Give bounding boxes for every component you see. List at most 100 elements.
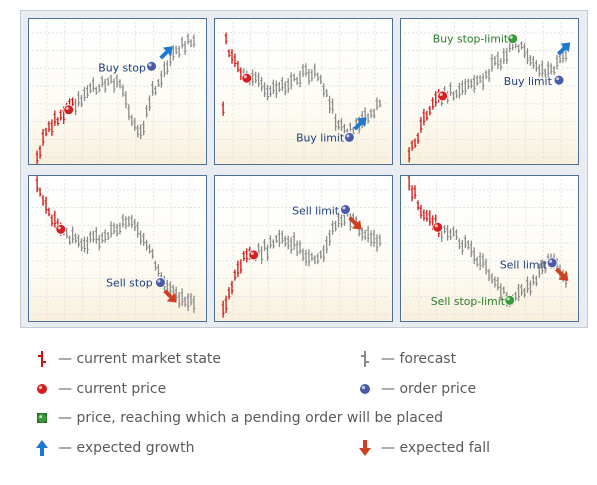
panel-buy-stop: Buy stop bbox=[28, 18, 207, 165]
current-price-dot bbox=[55, 223, 67, 235]
price-bar bbox=[499, 283, 503, 301]
price-bar bbox=[475, 256, 479, 267]
price-bar bbox=[251, 69, 255, 86]
price-bar bbox=[180, 288, 184, 307]
gray-bar-icon bbox=[355, 349, 377, 369]
legend-order-price: — order price bbox=[355, 379, 476, 399]
price-bar bbox=[148, 244, 152, 254]
price-bar bbox=[313, 255, 317, 265]
price-bar bbox=[328, 95, 332, 114]
price-bar bbox=[53, 110, 57, 126]
price-bar bbox=[38, 145, 42, 159]
price-bar bbox=[192, 34, 196, 48]
price-bar bbox=[145, 239, 149, 251]
price-bar bbox=[472, 247, 476, 264]
price-bar bbox=[115, 223, 119, 237]
price-bar bbox=[44, 196, 48, 214]
price-bar bbox=[156, 264, 160, 277]
price-bar bbox=[189, 293, 193, 306]
red-dot-icon bbox=[32, 379, 54, 399]
price-bar bbox=[325, 236, 329, 254]
price-bar bbox=[375, 234, 379, 252]
price-bar bbox=[263, 82, 267, 98]
price-bar bbox=[233, 53, 237, 68]
price-bar bbox=[280, 230, 284, 244]
price-bar bbox=[109, 221, 113, 238]
price-bar bbox=[319, 74, 323, 85]
price-bar bbox=[74, 233, 78, 244]
price-bar bbox=[85, 85, 89, 99]
price-bar bbox=[499, 58, 503, 71]
panel-buy-stop-chart: Buy stop bbox=[29, 19, 206, 164]
growth-arrow-icon bbox=[159, 46, 173, 60]
price-bar bbox=[410, 140, 414, 151]
price-bar bbox=[490, 273, 494, 284]
price-bar bbox=[289, 237, 293, 254]
order-price-dot bbox=[344, 132, 355, 143]
price-bar bbox=[236, 60, 240, 73]
price-bar bbox=[337, 212, 340, 228]
legend-label-order-price: — order price bbox=[381, 381, 477, 397]
price-bar bbox=[457, 82, 461, 99]
legend-label-forecast: — forecast bbox=[381, 351, 457, 367]
price-bar bbox=[230, 280, 234, 295]
price-bar bbox=[313, 63, 317, 78]
price-bar bbox=[528, 55, 532, 66]
price-bar bbox=[50, 119, 54, 136]
price-bar bbox=[82, 236, 86, 253]
order-label-buy-limit: Buy limit bbox=[296, 131, 344, 144]
price-bar bbox=[183, 41, 187, 55]
price-bar bbox=[428, 210, 432, 226]
legend-forecast: — forecast bbox=[355, 349, 456, 369]
fall-arrow-icon bbox=[555, 267, 569, 281]
order-label-sell-stop-limit: Sell stop-limit bbox=[431, 295, 505, 308]
price-bar bbox=[274, 80, 278, 99]
price-bar bbox=[463, 235, 467, 249]
panel-sell-stop: Sell stop bbox=[28, 175, 207, 322]
panel-buy-limit-chart: Buy limit bbox=[215, 19, 392, 164]
panel-buy-stop-limit: Buy stop-limit Buy limit bbox=[400, 18, 579, 165]
legend-market-state: — current market state bbox=[32, 349, 221, 369]
price-bar bbox=[115, 74, 119, 88]
price-bar bbox=[165, 60, 169, 75]
price-bar bbox=[177, 45, 181, 58]
price-bar bbox=[416, 132, 420, 144]
price-bar bbox=[460, 80, 464, 95]
order-price-dot bbox=[340, 204, 351, 215]
price-bar bbox=[71, 226, 75, 244]
order-label-buy-limit-2: Buy limit bbox=[504, 75, 552, 88]
price-bar bbox=[289, 72, 293, 90]
current-price-dot bbox=[437, 90, 448, 102]
price-bar bbox=[266, 244, 269, 262]
price-bar bbox=[484, 258, 488, 275]
price-bar bbox=[118, 79, 122, 89]
legend-label-current-price: — current price bbox=[58, 381, 167, 397]
price-bar bbox=[80, 238, 83, 252]
price-bar bbox=[103, 78, 107, 93]
price-bar bbox=[38, 187, 42, 197]
price-bar bbox=[531, 274, 535, 286]
price-bar bbox=[266, 84, 269, 101]
trigger-price-dot bbox=[504, 294, 516, 306]
order-label-sell-stop: Sell stop bbox=[106, 276, 153, 289]
legend-pending-trigger: — price, reaching which a pending order … bbox=[32, 408, 443, 428]
price-bar bbox=[531, 56, 535, 69]
panel-buy-limit: Buy limit bbox=[214, 18, 393, 165]
price-bar bbox=[56, 117, 60, 126]
price-bar bbox=[221, 300, 225, 318]
price-bar bbox=[121, 214, 125, 228]
price-bar bbox=[372, 108, 376, 119]
order-price-dot bbox=[546, 257, 558, 269]
price-bar bbox=[425, 110, 429, 121]
price-bar bbox=[127, 104, 131, 121]
price-bar bbox=[41, 195, 45, 206]
price-bar bbox=[523, 287, 526, 298]
fall-arrow-icon bbox=[163, 289, 177, 303]
price-bar bbox=[88, 82, 92, 94]
price-bar bbox=[431, 97, 435, 110]
price-bar bbox=[174, 286, 178, 302]
red-bar-icon bbox=[32, 349, 54, 369]
order-price-dot bbox=[155, 277, 166, 288]
price-bar bbox=[260, 246, 264, 264]
price-bar bbox=[47, 207, 51, 217]
